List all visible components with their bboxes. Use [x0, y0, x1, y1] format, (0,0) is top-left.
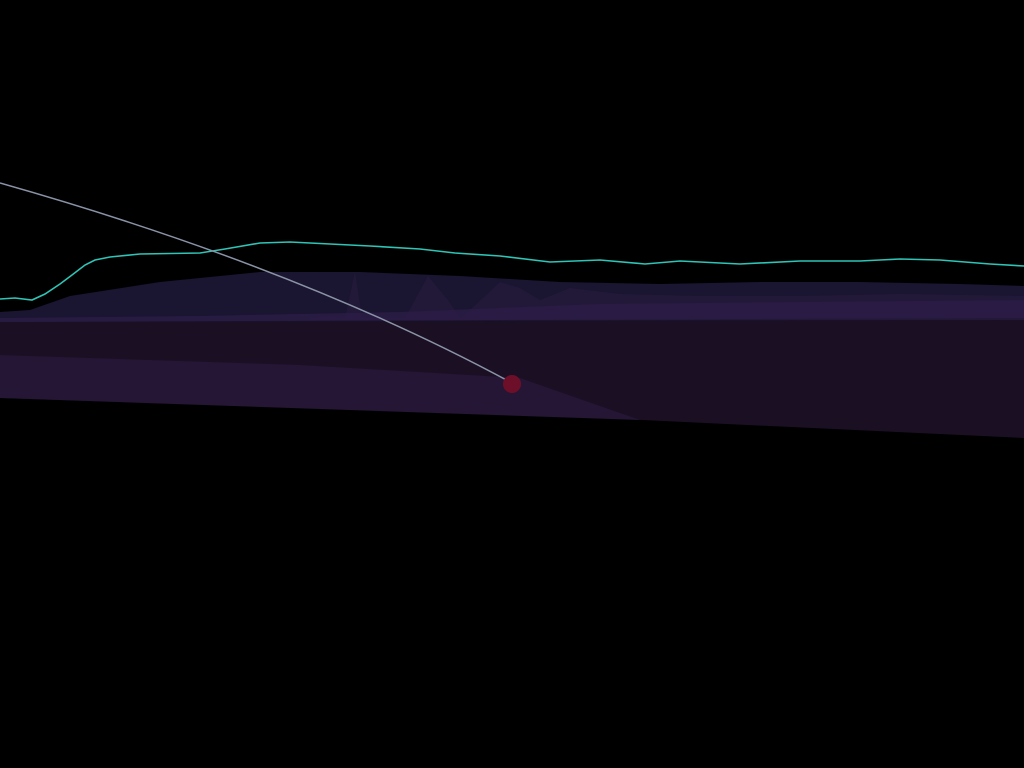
ground-front-strip	[0, 355, 640, 420]
horizon-profile-line	[0, 241, 1024, 301]
terrain-near-band	[0, 300, 1024, 322]
ball[interactable]	[503, 375, 521, 393]
trajectory-arc	[0, 182, 513, 384]
